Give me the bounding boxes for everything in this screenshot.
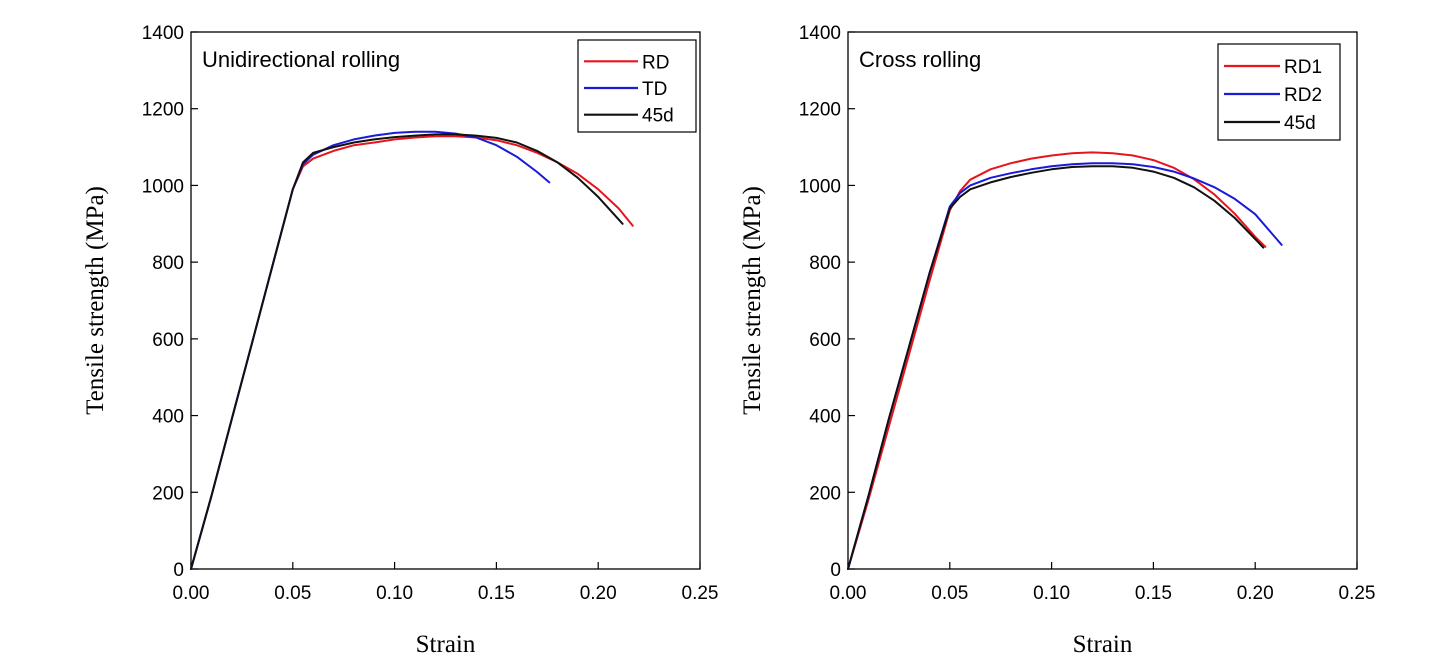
chart-panel-cross: 0 200 400 600 800 1000 1200 1400 0.00 0.05 0.10 0.1…: [739, 23, 1375, 658]
series-line-45d: [847, 165, 1265, 570]
plot-frame: [190, 31, 701, 570]
y-tick-label: 400: [809, 407, 841, 428]
legend-label-td: TD: [642, 79, 667, 100]
y-tick-label: 0: [830, 560, 841, 581]
y-axis-label: Tensile strength (MPa): [82, 186, 109, 415]
x-tick-label: 0.10: [1033, 583, 1070, 604]
x-tick-label: 0.05: [274, 583, 311, 604]
series-line-45d: [190, 133, 624, 570]
series-line-rd2: [847, 162, 1283, 570]
y-tick-label: 400: [152, 407, 184, 428]
series-line-rd1: [847, 151, 1267, 570]
legend-label-45d: 45d: [642, 106, 674, 127]
y-tick-label: 800: [152, 253, 184, 274]
y-tick-label: 800: [809, 253, 841, 274]
legend-label-rd1: RD1: [1284, 57, 1322, 78]
x-axis-label: Strain: [1073, 631, 1133, 658]
panel-title: Unidirectional rolling: [202, 47, 400, 72]
series-line-td: [190, 130, 551, 570]
y-axis-label: Tensile strength (MPa): [739, 186, 766, 415]
y-tick-label: 1400: [799, 23, 841, 44]
x-axis-label: Strain: [416, 631, 476, 658]
x-tick-label: 0.25: [682, 583, 719, 604]
y-tick-label: 600: [152, 330, 184, 351]
x-tick-label: 0.00: [173, 583, 210, 604]
y-tick-label: 600: [809, 330, 841, 351]
y-tick-label: 200: [152, 483, 184, 504]
x-tick-label: 0.10: [376, 583, 413, 604]
y-tick-label: 1000: [799, 176, 841, 197]
x-tick-label: 0.00: [830, 583, 867, 604]
y-tick-label: 1000: [142, 176, 184, 197]
x-tick-label: 0.25: [1339, 583, 1376, 604]
y-tick-label: 1400: [142, 23, 184, 44]
legend-label-rd2: RD2: [1284, 85, 1322, 106]
legend-label-rd: RD: [642, 52, 669, 73]
plot-frame: [847, 31, 1358, 570]
x-tick-label: 0.05: [931, 583, 968, 604]
legend-box: [1217, 43, 1341, 141]
x-tick-label: 0.15: [478, 583, 515, 604]
y-tick-label: 1200: [799, 100, 841, 121]
legend-label-45d: 45d: [1284, 113, 1316, 134]
chart-panel-unidirectional: 0 200 400 600 800 1000 1200 1400 0.00 0.05 0.10 0.1…: [82, 23, 718, 658]
y-tick-label: 1200: [142, 100, 184, 121]
x-tick-label: 0.20: [1237, 583, 1274, 604]
y-tick-label: 200: [809, 483, 841, 504]
panel-title: Cross rolling: [859, 47, 981, 72]
x-tick-label: 0.15: [1135, 583, 1172, 604]
y-tick-label: 0: [173, 560, 184, 581]
series-line-rd: [190, 135, 634, 570]
legend-box: [577, 39, 697, 133]
x-tick-label: 0.20: [580, 583, 617, 604]
